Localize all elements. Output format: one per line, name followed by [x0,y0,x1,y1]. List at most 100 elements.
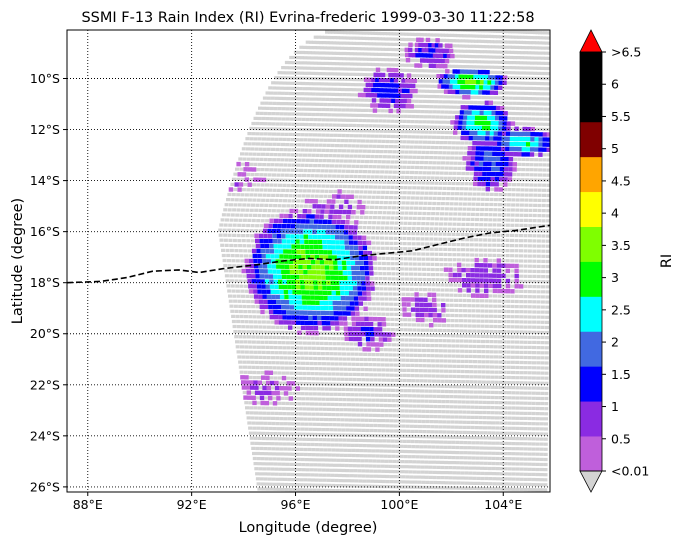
swath-pixel [323,377,328,381]
swath-pixel [536,366,541,370]
swath-pixel [523,320,528,324]
swath-pixel [458,207,463,211]
swath-pixel [402,439,407,443]
swath-pixel [444,166,449,170]
swath-pixel [309,40,313,44]
swath-pixel [242,390,247,395]
swath-pixel [398,368,402,372]
swath-pixel [381,368,386,372]
swath-pixel [466,420,471,424]
swath-pixel [481,96,486,100]
swath-pixel [488,258,492,262]
swath-pixel [539,102,544,106]
swath-pixel [295,184,300,188]
swath-pixel [415,115,420,119]
swath-pixel [517,35,522,39]
swath-pixel [431,278,436,282]
swath-pixel [275,447,280,451]
swath-pixel [451,344,456,348]
swath-pixel [462,288,467,292]
swath-pixel [432,135,436,139]
swath-pixel [279,447,284,451]
swath-pixel [376,31,381,36]
swath-pixel [498,350,503,354]
swath-pixel [266,350,271,355]
swath-pixel [455,192,459,196]
swath-pixel [473,385,478,389]
swath-pixel [413,38,418,42]
swath-pixel [423,288,427,292]
swath-pixel [546,198,550,203]
swath-pixel [294,341,299,345]
swath-pixel [343,362,347,366]
swath-pixel [498,203,502,207]
swath-pixel [278,137,283,141]
swath-pixel [478,400,483,404]
swath-pixel [487,228,492,232]
swath-pixel [405,125,410,129]
swath-pixel [260,101,265,105]
swath-pixel [383,393,388,397]
swath-pixel [446,329,451,333]
swath-pixel [352,77,357,82]
swath-pixel [287,86,292,90]
swath-pixel [369,373,374,377]
swath-pixel [410,439,415,444]
swath-pixel [284,158,289,162]
swath-pixel [472,334,477,338]
swath-pixel [343,413,348,417]
swath-pixel [268,426,273,431]
swath-pixel [515,345,520,349]
swath-pixel [353,52,357,56]
swath-pixel [324,387,329,391]
swath-pixel [506,335,511,339]
swath-pixel [423,140,427,144]
swath-pixel [526,56,531,60]
swath-pixel [497,335,502,339]
swath-pixel [328,418,333,422]
swath-pixel [241,355,246,359]
swath-pixel [529,163,534,167]
swath-pixel [332,67,337,71]
swath-pixel [392,32,397,36]
swath-pixel [249,162,254,166]
swath-pixel [505,60,510,65]
swath-pixel [514,305,519,309]
swath-pixel [454,319,459,323]
swath-pixel [390,262,395,266]
swath-pixel [509,55,514,60]
swath-pixel [547,117,550,121]
swath-pixel [333,72,337,76]
swath-pixel [376,251,381,255]
swath-pixel [546,219,550,223]
swath-pixel [261,406,266,410]
swath-pixel [398,307,403,311]
swath-pixel [408,109,413,113]
swath-pixel [530,61,534,65]
swath-pixel [273,153,278,157]
swath-pixel [379,348,384,352]
swath-pixel [472,187,477,191]
swath-pixel [502,314,506,319]
swath-pixel [326,362,331,366]
swath-pixel [293,331,298,335]
swath-pixel [442,232,447,236]
swath-pixel [362,438,367,443]
swath-pixel [301,97,306,101]
swath-pixel [298,412,303,416]
swath-pixel [304,356,309,360]
swath-pixel [239,340,244,344]
swath-pixel [345,108,350,112]
swath-pixel [254,355,259,359]
swath-pixel [432,384,437,388]
swath-pixel [269,91,274,95]
swath-pixel [375,297,380,301]
swath-pixel [379,231,384,235]
swath-pixel [422,359,427,363]
swath-pixel [384,292,389,296]
swath-pixel [312,123,317,127]
swath-pixel [368,185,373,189]
swath-pixel [494,396,499,400]
swath-pixel [505,228,510,232]
swath-pixel [370,393,375,397]
